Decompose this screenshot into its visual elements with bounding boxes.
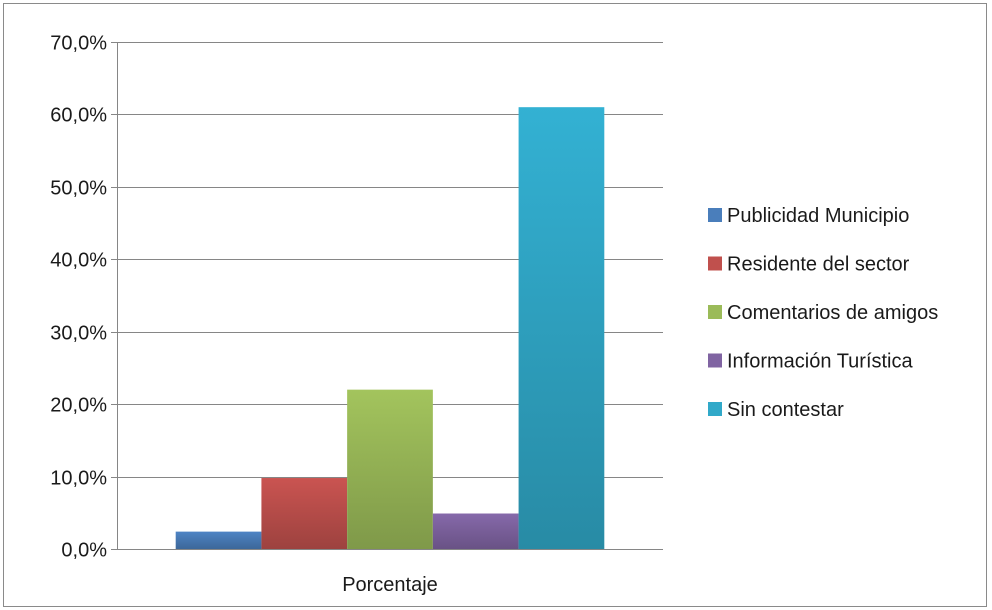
legend-swatch [708,354,722,368]
legend-label: Sin contestar [727,399,844,421]
y-tick-label: 40,0% [50,250,107,272]
legend: Publicidad Municipio Residente del sector… [708,205,938,421]
x-category-label: Porcentaje [342,574,438,596]
y-tick-label: 30,0% [50,323,107,345]
legend-item: Publicidad Municipio [708,205,909,227]
legend-item: Sin contestar [708,399,844,421]
legend-swatch [708,208,722,222]
y-axis-tick-labels: 0,0% 10,0% 20,0% 30,0% 40,0% 50,0% 60,0% 70,0% [50,33,107,562]
legend-label: Comentarios de amigos [727,302,938,324]
bars [176,107,605,549]
legend-item: Comentarios de amigos [708,302,938,324]
bar-comentarios-de-amigos [347,390,433,549]
legend-swatch [708,402,722,416]
legend-swatch [708,257,722,271]
bar-informacion-turistica [433,514,519,549]
legend-item: Información Turística [708,351,914,373]
y-tick-label: 70,0% [50,33,107,55]
y-tick-label: 20,0% [50,395,107,417]
legend-item: Residente del sector [708,254,910,276]
y-tick-label: 0,0% [61,540,107,562]
y-tick-label: 50,0% [50,178,107,200]
y-tick-label: 60,0% [50,105,107,127]
bar-publicidad-municipio [176,532,262,549]
legend-label: Residente del sector [727,254,910,276]
legend-label: Información Turística [727,351,914,373]
legend-label: Publicidad Municipio [727,205,909,227]
x-axis-tick-labels: Porcentaje [342,574,438,596]
legend-swatch [708,305,722,319]
bar-sin-contestar [519,107,605,549]
y-tick-label: 10,0% [50,468,107,490]
bar-residente-del-sector [261,478,347,549]
